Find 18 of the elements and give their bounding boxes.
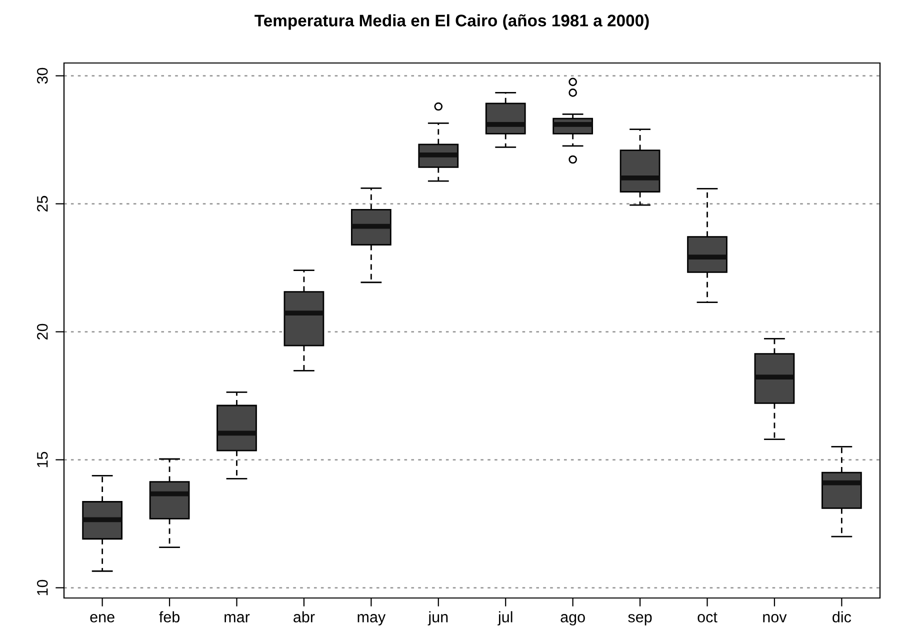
x-tick-label: ago	[560, 614, 585, 626]
x-tick-label: oct	[698, 612, 718, 622]
x-tick-label: abr	[294, 611, 315, 622]
x-tick-label: jul	[498, 611, 512, 626]
y-tick-label: 25	[36, 196, 48, 212]
x-tick-label: ene	[90, 614, 114, 622]
y-tick-label: 20	[36, 324, 48, 340]
x-tick-label: dic	[832, 611, 852, 622]
y-tick-label: 15	[37, 452, 48, 468]
x-tick-label: jun	[428, 611, 448, 626]
x-tick-label: mar	[224, 614, 250, 622]
y-tick-label: 10	[36, 580, 48, 596]
y-tick-label: 30	[36, 68, 48, 84]
x-tick-label: feb	[159, 611, 180, 622]
chart-title: Temperatura Media en El Cairo (años 1981 a 2000)	[254, 14, 649, 30]
x-tick-label: sep	[628, 614, 652, 626]
x-tick-label: nov	[763, 614, 787, 622]
x-tick-label: may	[358, 614, 386, 626]
